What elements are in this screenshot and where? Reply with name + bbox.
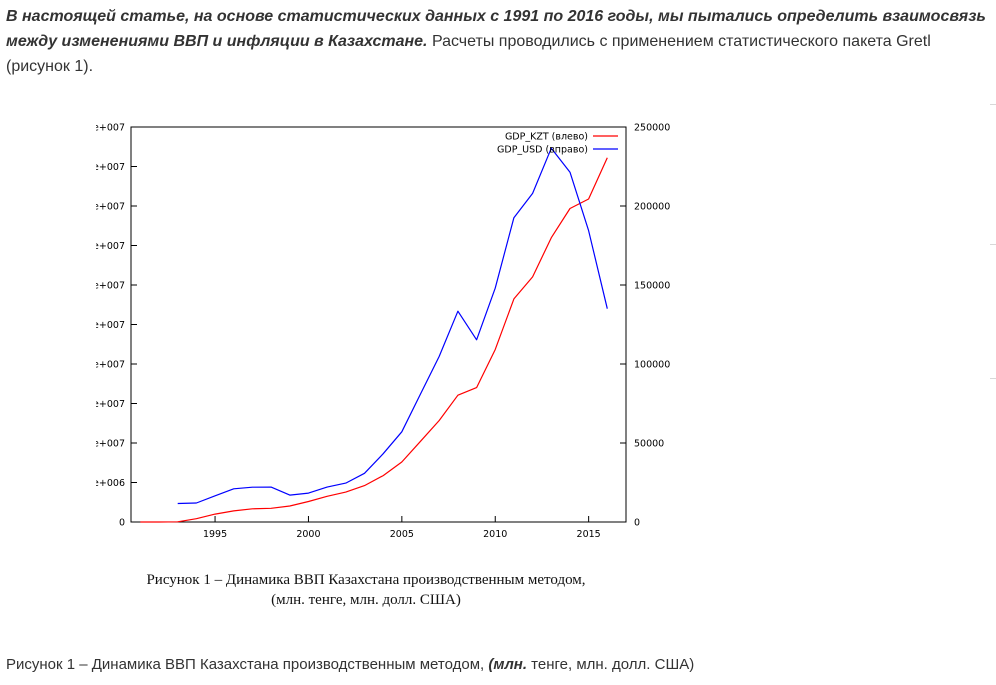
legend-label: GDP_KZT (влево) <box>505 132 588 143</box>
legend-label: GDP_USD (вправо) <box>497 145 588 156</box>
legend: GDP_KZT (влево) GDP_USD (вправо) <box>497 132 618 156</box>
y-right-tick-label: 150000 <box>634 281 670 292</box>
figure-caption-line1: Рисунок 1 – Динамика ВВП Казахстана прои… <box>146 572 586 588</box>
x-tick-label: 2015 <box>577 529 601 540</box>
y-left-tick-label: 5e+007 <box>96 123 125 134</box>
plot-border <box>130 126 627 523</box>
bottom-caption-part1: Рисунок 1 – Динамика ВВП Казахстана прои… <box>6 656 489 673</box>
intro-paragraph: В настоящей статье, на основе статистиче… <box>6 4 991 79</box>
bottom-caption-part3: тенге, млн. долл. США) <box>527 656 695 673</box>
x-tick-label: 2000 <box>296 529 320 540</box>
bottom-caption-bold: (млн. <box>488 656 528 673</box>
bottom-caption: Рисунок 1 – Динамика ВВП Казахстана прои… <box>6 656 694 673</box>
scroll-edge-mark <box>990 104 996 105</box>
scroll-edge-mark <box>990 244 996 245</box>
y-left-tick-label: 4e+007 <box>96 202 125 213</box>
series-line-gdp-usd <box>177 147 608 505</box>
y-left-tick-label: 2e+007 <box>96 360 125 371</box>
y-right-tick-label: 100000 <box>634 360 670 371</box>
figure-caption: Рисунок 1 – Динамика ВВП Казахстана прои… <box>96 570 636 610</box>
y-left-tick-label: 1,5e+007 <box>96 399 125 410</box>
scroll-edge-mark <box>990 378 996 379</box>
chart-series <box>140 147 608 523</box>
y-right-tick-label: 0 <box>634 518 640 529</box>
x-tick-label: 2005 <box>390 529 414 540</box>
axis-ticks: 0 5e+006 1e+007 1,5e+007 2e+007 2,5e+007 3e+00… <box>96 123 670 541</box>
y-right-tick-label: 200000 <box>634 202 670 213</box>
x-tick-label: 1995 <box>203 529 227 540</box>
gdp-chart: 0 5e+006 1e+007 1,5e+007 2e+007 2,5e+007 3e+00… <box>96 123 670 541</box>
x-tick-label: 2010 <box>483 529 507 540</box>
y-left-tick-label: 1e+007 <box>96 439 125 450</box>
y-right-tick-label: 250000 <box>634 123 670 134</box>
intro-bold-text: В настоящей статье, на основе статистиче… <box>6 8 986 50</box>
y-left-tick-label: 0 <box>119 518 125 529</box>
y-left-tick-label: 3e+007 <box>96 281 125 292</box>
y-left-tick-label: 4,5e+007 <box>96 162 125 173</box>
y-left-tick-label: 3,5e+007 <box>96 241 125 252</box>
series-line-gdp-kzt <box>140 157 608 523</box>
y-left-tick-label: 5e+006 <box>96 478 125 489</box>
intro-normal-text: Расчеты проводились с применением статис… <box>6 33 931 75</box>
y-right-tick-label: 50000 <box>634 439 664 450</box>
figure-caption-line2: (млн. тенге, млн. долл. США) <box>271 592 461 608</box>
plot-frame <box>130 126 627 523</box>
y-left-tick-label: 2,5e+007 <box>96 320 125 331</box>
